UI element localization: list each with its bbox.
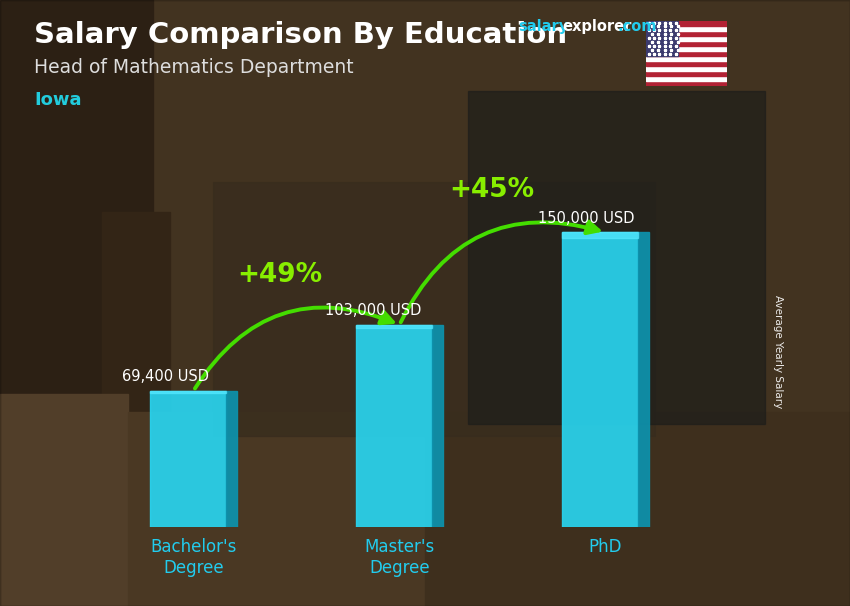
- Bar: [646, 81, 727, 86]
- Text: 150,000 USD: 150,000 USD: [538, 211, 635, 226]
- Bar: [646, 46, 727, 51]
- Bar: [433, 325, 443, 527]
- Bar: [563, 233, 638, 238]
- Bar: [646, 21, 727, 25]
- Text: 69,400 USD: 69,400 USD: [122, 369, 209, 384]
- Bar: [646, 66, 727, 71]
- Text: +49%: +49%: [237, 262, 322, 288]
- Bar: [646, 21, 678, 56]
- Bar: [646, 25, 727, 31]
- Bar: [563, 233, 638, 527]
- Text: Iowa: Iowa: [34, 91, 82, 109]
- Bar: [646, 36, 727, 41]
- Bar: [0, 394, 128, 606]
- Bar: [425, 412, 850, 606]
- Text: .com: .com: [617, 19, 656, 35]
- Bar: [646, 56, 727, 61]
- Bar: [128, 412, 425, 606]
- Bar: [150, 391, 226, 393]
- Text: explorer: explorer: [563, 19, 632, 35]
- Bar: [646, 71, 727, 76]
- Bar: [646, 76, 727, 81]
- Bar: [646, 61, 727, 66]
- Text: 103,000 USD: 103,000 USD: [326, 303, 422, 318]
- Bar: [356, 325, 433, 527]
- Bar: [468, 91, 765, 424]
- Text: salary: salary: [518, 19, 569, 35]
- Text: +45%: +45%: [450, 177, 535, 203]
- Bar: [646, 41, 727, 46]
- Bar: [646, 51, 727, 56]
- Bar: [638, 233, 649, 527]
- Bar: [102, 212, 170, 545]
- Bar: [0, 0, 153, 424]
- Bar: [212, 182, 654, 436]
- Text: Salary Comparison By Education: Salary Comparison By Education: [34, 21, 567, 49]
- Text: Head of Mathematics Department: Head of Mathematics Department: [34, 58, 354, 76]
- Bar: [646, 31, 727, 36]
- Text: Average Yearly Salary: Average Yearly Salary: [773, 295, 783, 408]
- Bar: [226, 391, 236, 527]
- Bar: [356, 325, 433, 328]
- Bar: [150, 391, 226, 527]
